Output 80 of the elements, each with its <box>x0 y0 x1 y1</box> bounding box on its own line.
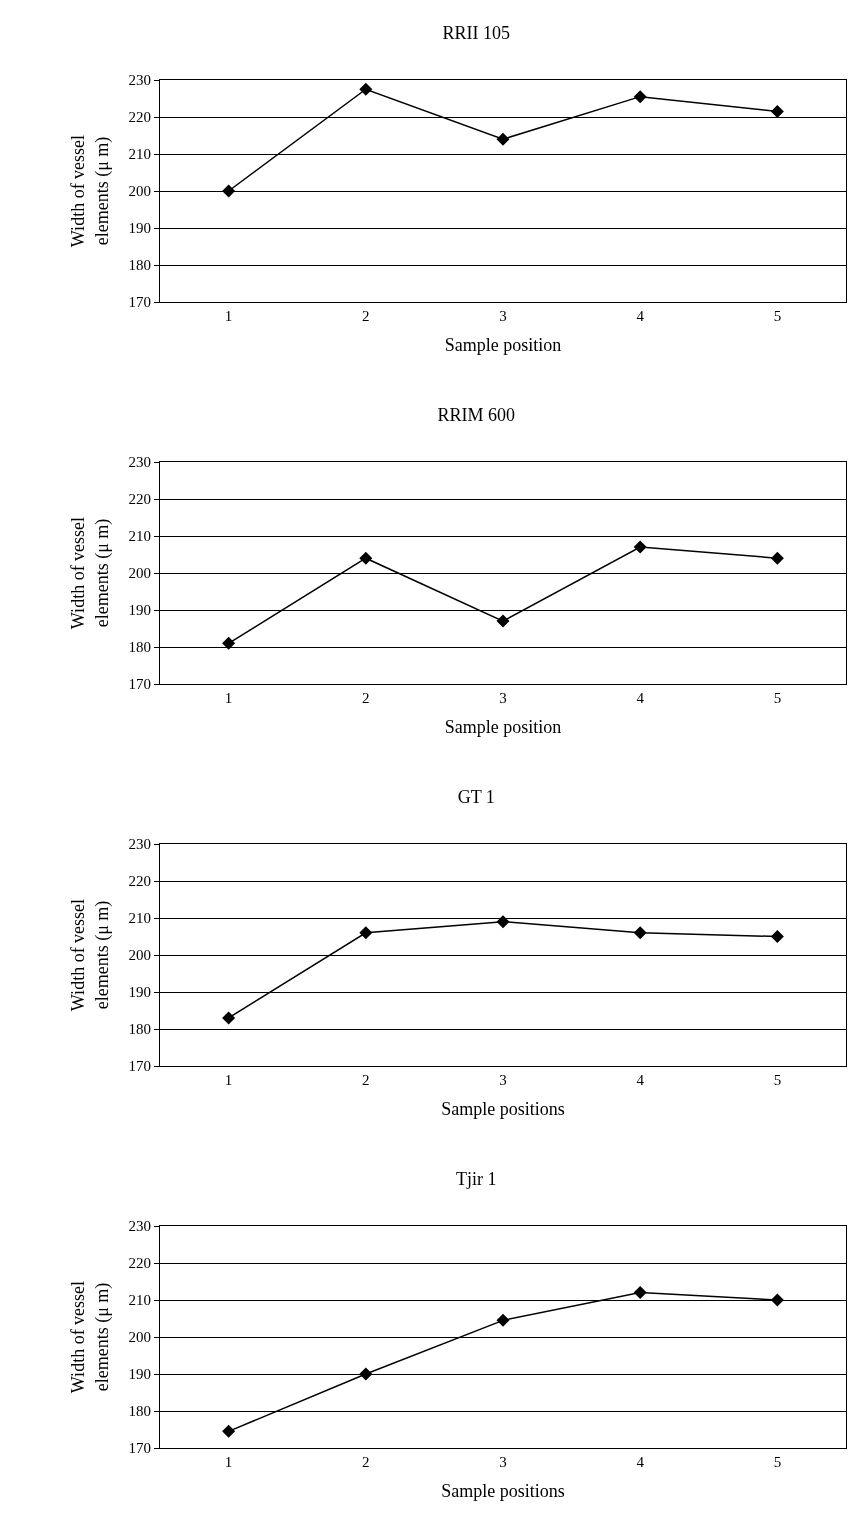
x-axis-title: Sample position <box>444 717 562 738</box>
point <box>222 1011 236 1025</box>
y-tick-label: 170 <box>128 1440 151 1457</box>
x-tick-label: 2 <box>362 1072 370 1088</box>
point <box>770 104 784 118</box>
y-tick-label: 220 <box>128 109 151 126</box>
x-tick-label: 5 <box>773 1072 782 1088</box>
x-tick-label: 3 <box>499 1454 507 1470</box>
y-axis-title: Width of vessel elements (μ m) <box>68 134 113 248</box>
point <box>496 915 510 929</box>
x-tick-label: 4 <box>636 690 645 706</box>
y-tick-label: 210 <box>128 1292 151 1309</box>
x-tick-label: 1 <box>224 690 233 706</box>
y-tick-label: 200 <box>128 947 151 964</box>
y-tick-label: 190 <box>128 602 151 619</box>
y-tick-label: 200 <box>128 565 151 582</box>
x-tick-label: 3 <box>499 308 507 324</box>
point <box>770 930 784 943</box>
y-tick-label: 180 <box>128 1021 151 1038</box>
y-tick-label: 170 <box>128 676 151 693</box>
y-tick-label: 190 <box>128 1366 151 1383</box>
point <box>633 1286 647 1300</box>
chart-title: Tjir 1 <box>456 1169 497 1190</box>
y-tick-label: 170 <box>128 1058 151 1075</box>
x-tick-label: 3 <box>499 1072 507 1088</box>
y-tick-label: 180 <box>128 257 151 274</box>
y-axis-title: Width of vessel elements (μ m) <box>68 516 113 630</box>
x-tick-label: 4 <box>636 1454 645 1470</box>
x-tick-label: 1 <box>224 308 233 324</box>
point <box>496 132 510 146</box>
x-tick-label: 2 <box>362 690 370 706</box>
y-tick-label: 220 <box>128 873 151 890</box>
point <box>633 90 647 104</box>
point <box>633 540 647 554</box>
y-tick-label: 210 <box>128 528 151 545</box>
x-axis-title: Sample positions <box>441 1099 565 1120</box>
x-tick-label: 5 <box>773 308 782 324</box>
y-tick-label: 220 <box>128 491 151 508</box>
point <box>222 1424 236 1438</box>
x-tick-label: 5 <box>773 690 782 706</box>
y-tick-label: 200 <box>128 183 151 200</box>
point <box>359 551 373 565</box>
point <box>496 1313 510 1327</box>
x-tick-label: 4 <box>636 308 645 324</box>
point <box>359 1367 373 1381</box>
x-tick-label: 5 <box>773 1454 782 1470</box>
point <box>222 184 236 198</box>
y-tick-label: 220 <box>128 1255 151 1272</box>
point <box>359 82 373 96</box>
y-tick-label: 180 <box>128 1403 151 1420</box>
x-axis-title: Sample position <box>444 335 562 356</box>
point <box>222 636 236 650</box>
point <box>359 926 373 940</box>
x-tick-label: 2 <box>362 1454 370 1470</box>
x-tick-label: 1 <box>224 1454 233 1470</box>
y-tick-label: 230 <box>128 1218 151 1235</box>
y-tick-label: 230 <box>128 454 151 471</box>
y-tick-label: 210 <box>128 146 151 163</box>
y-axis-title: Width of vessel elements (μ m) <box>68 1280 113 1394</box>
chart-title: GT 1 <box>457 787 495 808</box>
y-tick-label: 210 <box>128 910 151 927</box>
point <box>770 1293 784 1307</box>
y-tick-label: 230 <box>128 836 151 853</box>
x-tick-label: 3 <box>499 690 507 706</box>
y-tick-label: 230 <box>128 72 151 89</box>
y-tick-label: 180 <box>128 639 151 656</box>
point <box>770 551 784 565</box>
y-tick-label: 170 <box>128 294 151 311</box>
x-tick-label: 2 <box>362 308 370 324</box>
chart-title: RRIM 600 <box>437 405 516 426</box>
x-axis-title: Sample positions <box>441 1481 565 1502</box>
point <box>633 926 647 940</box>
x-tick-label: 1 <box>224 1072 233 1088</box>
y-axis-title: Width of vessel elements (μ m) <box>68 898 113 1012</box>
chart-title: RRII 105 <box>442 23 511 44</box>
y-tick-label: 190 <box>128 220 151 237</box>
x-tick-label: 4 <box>636 1072 645 1088</box>
y-tick-label: 190 <box>128 984 151 1001</box>
point <box>496 614 510 628</box>
y-tick-label: 200 <box>128 1329 151 1346</box>
